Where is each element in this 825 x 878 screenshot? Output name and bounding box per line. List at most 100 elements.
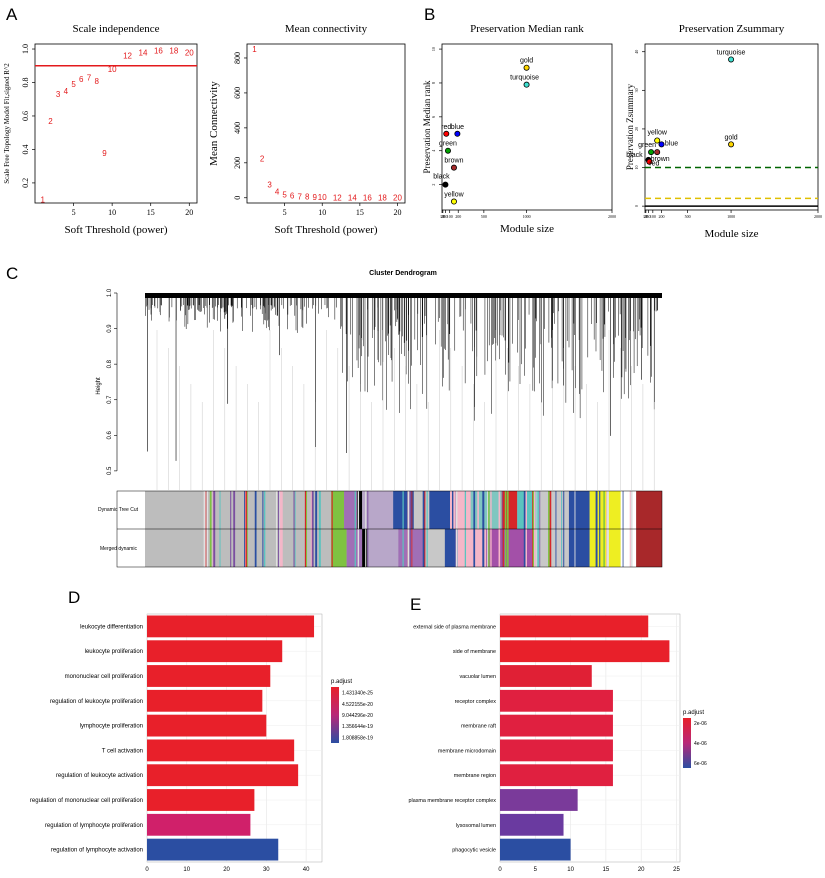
data-point-label: blue [451,124,464,131]
data-point-label: 2 [260,154,265,163]
bar [500,739,613,762]
data-point-label: 7 [297,192,302,201]
category-label: membrane region [454,773,496,779]
dynamic-tree-cut-segment [636,491,662,529]
merged-dynamic-segment [398,529,425,567]
x-axis-label: Soft Threshold (power) [64,224,167,236]
merged-dynamic-segment [331,529,347,567]
x-tick-label: 40 [303,867,310,873]
dynamic-tree-cut-segment [429,491,451,529]
legend-title: p.adjust [331,679,352,685]
preservation-zsummary-chart: Preservation Zsummary Module size Preserva… [625,23,822,240]
x-tick-label: 20 [638,867,645,873]
x-tick-label: 500 [685,214,691,219]
x-tick-label: 15 [147,208,155,217]
dynamic-tree-cut-segment [356,491,363,529]
x-tick-label: 20 [223,867,230,873]
legend-label: 1.356644e-19 [342,724,373,730]
data-point-label: green [439,141,457,148]
legend-label: 6e-06 [694,761,707,767]
data-point [728,56,735,63]
data-point-label: 9 [312,193,317,202]
x-tick-label: 100 [447,214,453,219]
x-tick-label: 30 [263,867,270,873]
data-point-label: 6 [79,75,84,84]
data-point-label: 5 [282,190,287,199]
y-tick-label: 0.8 [21,77,30,87]
data-point-label: 14 [139,48,148,57]
dendrogram-top-bar [145,293,662,298]
category-label: regulation of leukocyte proliferation [50,699,143,705]
y-tick-label: 8 [431,82,436,84]
data-point-label: 20 [185,48,194,57]
data-point [450,164,457,171]
merged-dynamic-segment [145,529,332,567]
plot-frame [644,43,819,211]
category-label: regulation of lymphocyte activation [51,848,143,854]
y-axis-label: Mean Connectivity [208,81,220,166]
legend-label: 9.044296e-20 [342,713,373,719]
data-point-label: 5 [71,80,76,89]
data-point-label: 2 [48,117,53,126]
bar [147,813,251,836]
scale-independence-chart: Scale independence Soft Threshold (power)… [3,23,198,236]
data-point-label: 3 [267,181,272,190]
chart-title: Mean connectivity [285,23,368,35]
x-tick-label: 10 [108,208,116,217]
data-point-label: 10 [318,193,327,202]
data-point [654,137,661,144]
panel-label-a: A [6,5,18,24]
bar [500,789,578,811]
category-label: regulation of lymphocyte proliferation [45,823,143,829]
data-point-label: 20 [393,194,402,203]
y-tick-label: 30 [634,88,639,92]
data-point [654,149,661,156]
dynamic-tree-cut-segment [470,491,502,529]
plot-frame [441,43,613,211]
x-tick-label: 10 [318,208,326,217]
data-point [454,130,461,137]
data-point [442,181,449,188]
y-tick-label: 0.4 [21,144,30,154]
x-tick-label: 0 [145,867,149,873]
x-tick-label: 5 [72,208,76,217]
legend-label: 1.808858e-19 [342,735,373,741]
data-point-label: gold [520,58,533,65]
data-point-label: green [638,142,656,149]
panel-label-c: C [6,264,18,283]
x-tick-label: 20 [185,208,193,217]
data-point-label: 8 [94,77,99,86]
data-point-label: blue [665,140,678,147]
data-point-label: gold [724,134,737,141]
category-label: vacuolar lumen [459,674,496,680]
data-point-label: black [433,174,450,181]
data-point [646,158,653,165]
y-tick-label: 0.5 [107,466,113,475]
data-point-label: 14 [348,194,357,203]
x-tick-label: 1000 [523,214,531,219]
data-point-label: 16 [363,194,372,203]
data-point-label: turquoise [510,75,539,82]
data-point-label: 16 [154,47,163,56]
x-tick-label: 0 [498,867,502,873]
data-point [443,130,450,137]
data-point-label: 7 [87,73,92,82]
dynamic-tree-cut-segment [362,491,394,529]
y-axis-label: Height [96,377,102,395]
dynamic-tree-cut-segment [501,491,518,529]
y-tick-label: 600 [233,87,242,99]
color-bar-frame [116,490,663,568]
y-tick-label: 0.7 [107,395,113,404]
data-point-label: 18 [169,47,178,56]
data-point-label: 1 [40,196,45,205]
dynamic-tree-cut-segment [537,491,569,529]
bar [147,615,315,638]
merged-dynamic-segment [457,529,487,567]
plot-frame [246,43,406,204]
panel-label-b: B [424,5,435,24]
data-point-label: 3 [56,90,61,99]
y-axis-label: Scale Free Topology Model Fit,signed R^2 [3,63,11,184]
x-tick-label: 25 [673,867,680,873]
data-point [523,81,530,88]
